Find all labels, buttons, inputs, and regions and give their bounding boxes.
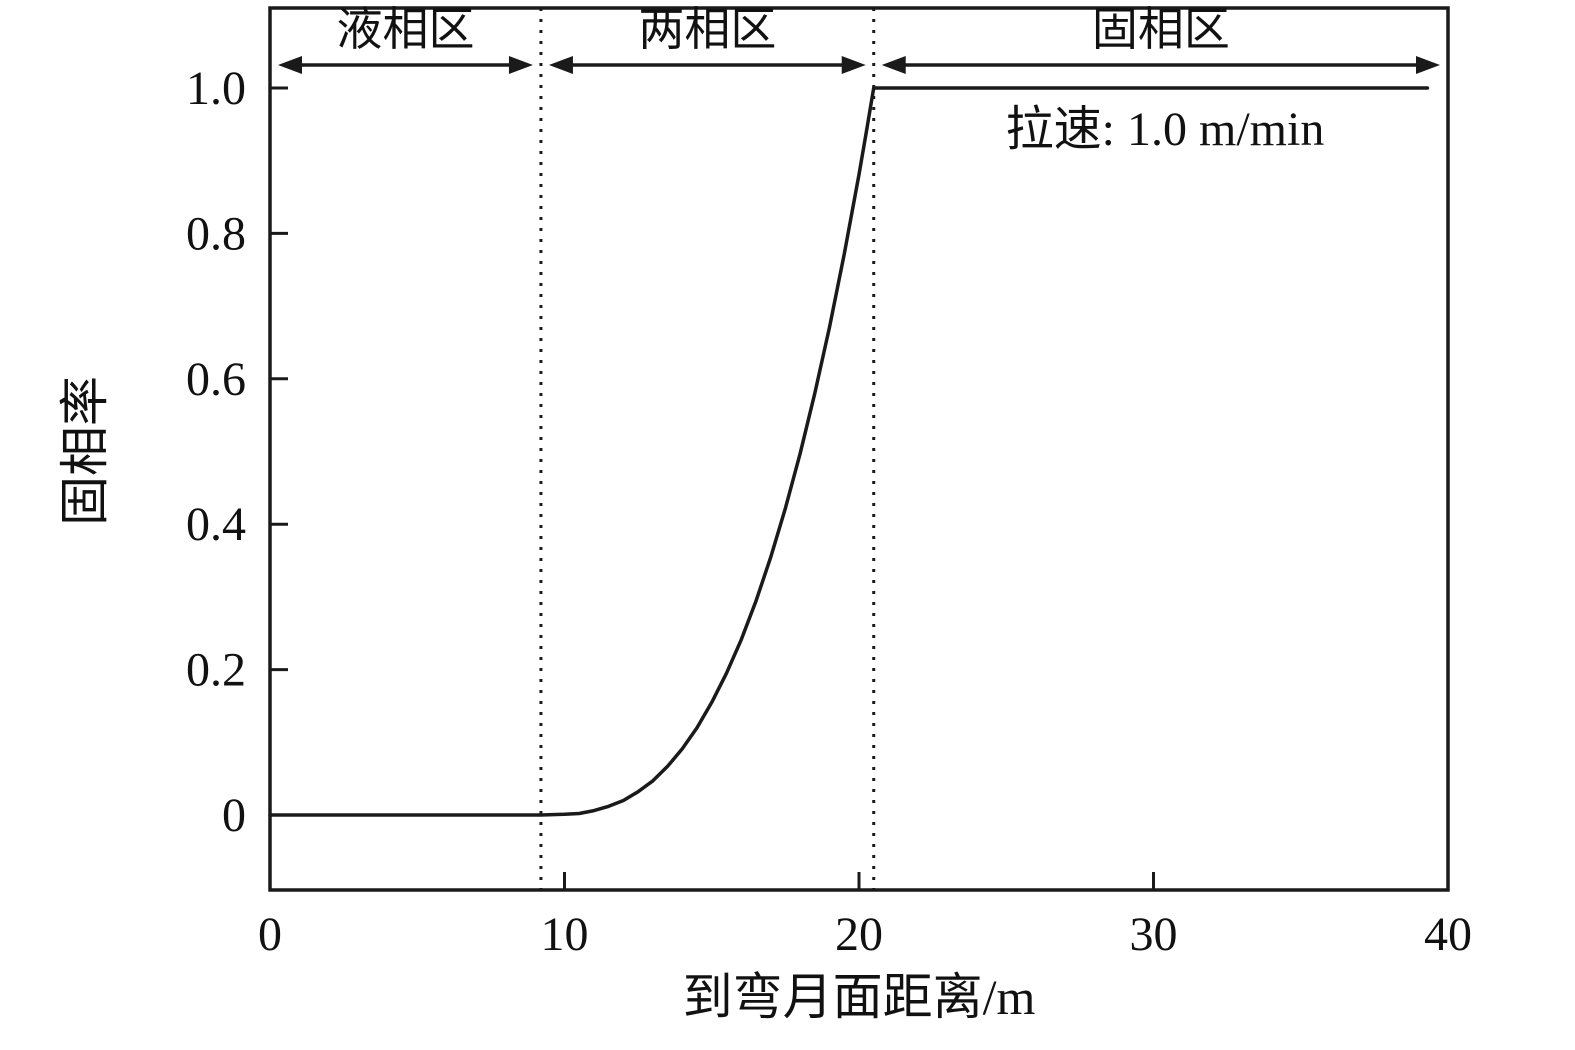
y-tick-label: 0.6 — [186, 353, 246, 406]
y-tick-label: 0.4 — [186, 498, 246, 551]
arrowhead-left-icon — [548, 56, 573, 74]
x-tick-label: 40 — [1424, 908, 1472, 961]
y-tick-label: 0.8 — [186, 207, 246, 260]
arrowhead-left-icon — [881, 56, 906, 74]
annotation-pull-speed: 拉速: 1.0 m/min — [1006, 103, 1325, 156]
arrowhead-right-icon — [508, 56, 533, 74]
series-line-solid-fraction — [268, 86, 1430, 817]
y-axis-label: 固相率 — [57, 376, 113, 526]
arrowhead-left-icon — [278, 56, 302, 74]
region-label-3: 固相区 — [1092, 4, 1230, 55]
x-tick-label: 0 — [258, 908, 282, 961]
x-tick-label: 10 — [541, 908, 589, 961]
x-tick-label: 20 — [835, 908, 883, 961]
y-tick-label: 0 — [222, 789, 246, 842]
y-tick-label: 1.0 — [186, 62, 246, 115]
y-tick-label: 0.2 — [186, 644, 246, 697]
arrowhead-right-icon — [1416, 56, 1440, 74]
arrowhead-right-icon — [841, 56, 866, 74]
x-tick-label: 30 — [1130, 908, 1178, 961]
x-axis-label: 到弯月面距离/m — [683, 969, 1036, 1025]
region-label-2: 两相区 — [638, 4, 776, 55]
region-label-1: 液相区 — [336, 4, 474, 55]
